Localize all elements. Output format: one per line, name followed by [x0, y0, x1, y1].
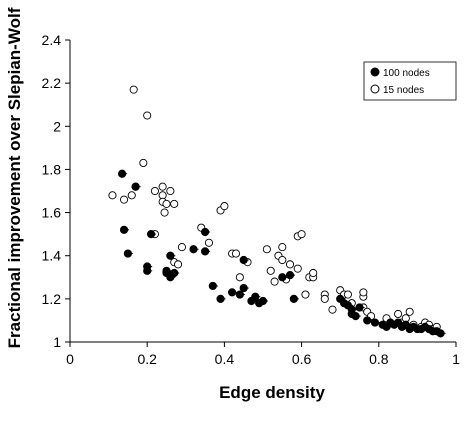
data-point-15-nodes	[129, 85, 138, 94]
y-tick-label: 1	[53, 334, 61, 350]
data-point-15-nodes	[174, 260, 183, 269]
data-point-100-nodes	[239, 283, 248, 293]
data-point-100-nodes	[201, 227, 210, 237]
data-point-100-nodes	[228, 288, 237, 297]
data-point-100-nodes	[351, 312, 360, 321]
data-point-15-nodes	[220, 202, 229, 211]
x-tick-label: 0.8	[369, 351, 389, 367]
data-point-15-nodes	[320, 294, 329, 303]
data-point-100-nodes	[166, 251, 175, 260]
data-point-15-nodes	[143, 111, 152, 120]
legend-label-100-nodes: 100 nodes	[383, 68, 430, 79]
y-axis-label: Fractional improvement over Slepian-Wolf	[5, 7, 24, 348]
x-tick-label: 0.6	[292, 351, 312, 367]
data-point-15-nodes	[405, 307, 414, 316]
data-point-15-nodes	[127, 191, 136, 200]
data-point-15-nodes	[177, 243, 186, 252]
data-point-100-nodes	[289, 294, 298, 303]
data-point-100-nodes	[370, 318, 380, 327]
legend: 100 nodes 15 nodes	[363, 61, 457, 101]
data-point-100-nodes	[239, 255, 248, 265]
data-point-15-nodes	[150, 186, 159, 196]
x-tick-label: 0.2	[137, 351, 157, 367]
data-point-100-nodes	[131, 182, 140, 191]
data-point-15-nodes	[231, 249, 241, 258]
data-point-15-nodes	[270, 277, 279, 286]
data-point-15-nodes	[204, 238, 214, 247]
data-point-100-nodes	[235, 290, 244, 299]
data-point-100-nodes	[123, 249, 133, 258]
data-point-15-nodes	[309, 268, 318, 278]
data-point-100-nodes	[251, 292, 260, 301]
data-point-15-nodes	[166, 186, 175, 196]
data-point-15-nodes	[158, 182, 167, 191]
data-point-15-nodes	[278, 243, 287, 252]
data-point-15-nodes	[108, 191, 117, 200]
data-point-100-nodes	[146, 230, 156, 239]
data-point-100-nodes	[143, 266, 152, 275]
data-point-100-nodes	[119, 225, 129, 234]
data-point-15-nodes	[119, 195, 129, 204]
y-tick-label: 1.6	[42, 205, 62, 221]
data-point-100-nodes	[208, 281, 217, 291]
y-tick-label: 1.8	[42, 161, 62, 177]
y-tick-label: 1.2	[42, 291, 62, 307]
data-point-15-nodes	[285, 260, 295, 269]
data-point-15-nodes	[301, 290, 310, 299]
y-tick-label: 1.4	[42, 248, 62, 264]
data-point-100-nodes	[258, 296, 268, 306]
data-point-15-nodes	[170, 199, 179, 208]
data-point-15-nodes	[162, 199, 171, 208]
data-point-100-nodes	[436, 329, 445, 338]
data-point-100-nodes	[347, 305, 356, 314]
y-tick-label: 2	[53, 118, 61, 134]
data-point-100-nodes	[278, 273, 287, 282]
data-point-15-nodes	[343, 290, 352, 299]
legend-marker-15-nodes	[370, 84, 380, 94]
data-point-15-nodes	[139, 158, 148, 168]
data-point-15-nodes	[262, 245, 271, 254]
data-point-15-nodes	[394, 309, 403, 319]
data-point-15-nodes	[160, 208, 169, 217]
data-point-100-nodes	[285, 271, 295, 280]
data-point-15-nodes	[359, 288, 368, 297]
data-point-15-nodes	[278, 255, 287, 265]
data-point-100-nodes	[355, 303, 364, 312]
data-point-100-nodes	[118, 169, 127, 178]
chart-points	[108, 85, 446, 338]
legend-marker-100-nodes	[370, 67, 380, 77]
chart-axes	[69, 40, 456, 343]
data-point-15-nodes	[293, 264, 302, 273]
y-tick-label: 2.4	[42, 32, 62, 48]
chart-ticks: 0 0.2 0.4 0.6 0.8 1 1 1.2 1.4 1.6 1.8 2 2.2 2.4	[42, 32, 461, 367]
data-point-15-nodes	[235, 273, 244, 282]
x-tick-label: 0	[66, 351, 74, 367]
data-point-100-nodes	[363, 316, 372, 325]
data-point-100-nodes	[201, 247, 210, 256]
x-axis-label: Edge density	[219, 383, 325, 402]
data-point-15-nodes	[297, 230, 306, 239]
data-point-15-nodes	[266, 266, 275, 275]
x-tick-label: 0.4	[215, 351, 235, 367]
legend-label-15-nodes: 15 nodes	[383, 85, 424, 96]
y-tick-label: 2.2	[42, 75, 62, 91]
legend-box	[363, 61, 457, 101]
data-point-100-nodes	[170, 268, 179, 278]
data-point-100-nodes	[216, 294, 225, 303]
x-tick-label: 1	[452, 351, 460, 367]
data-point-15-nodes	[328, 305, 337, 314]
data-point-100-nodes	[189, 245, 198, 254]
